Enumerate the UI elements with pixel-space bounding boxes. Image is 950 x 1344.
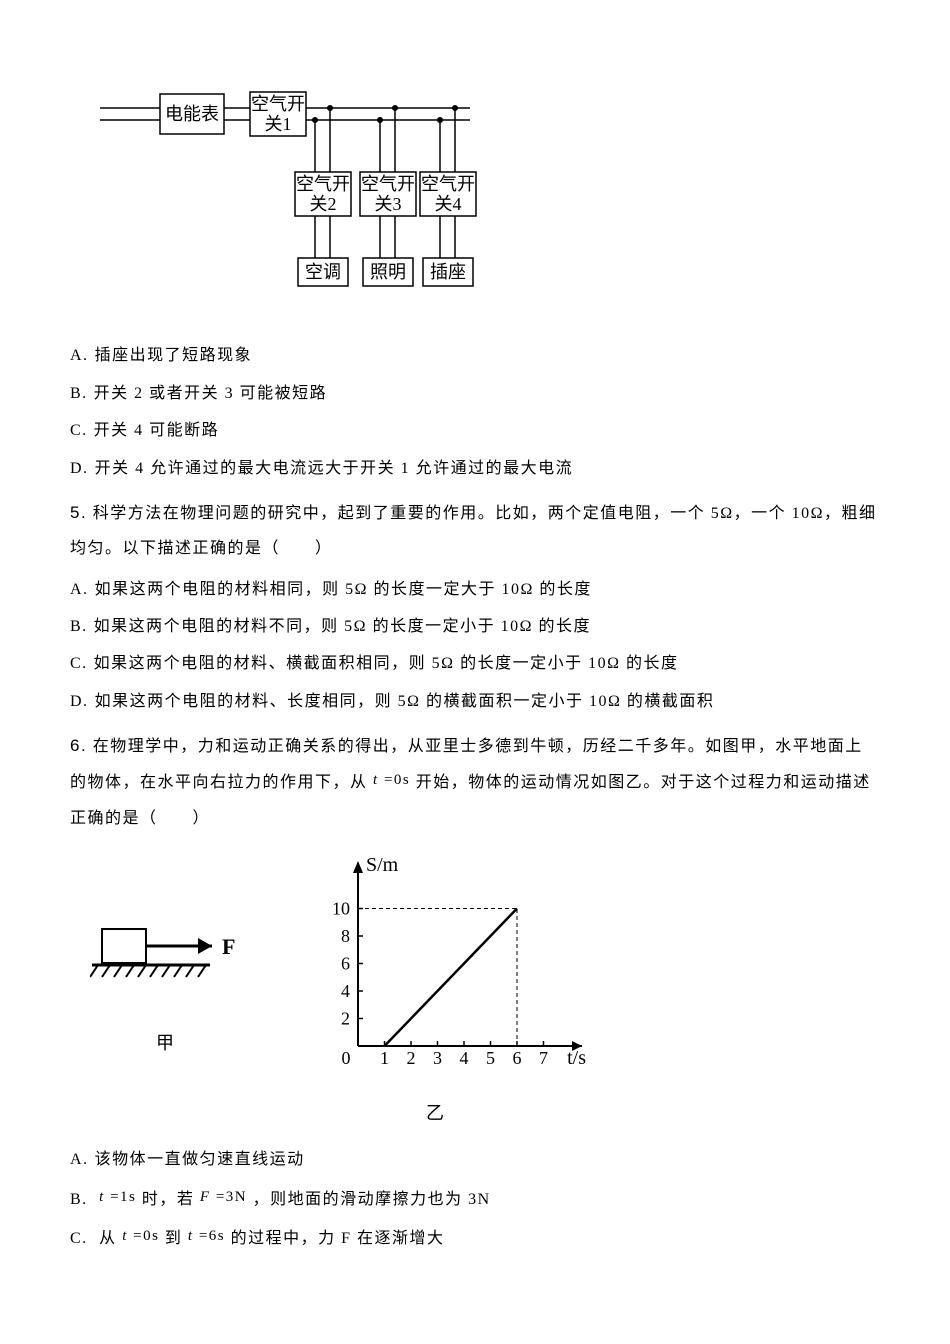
figure-jia-label: 甲 [90, 1026, 240, 1060]
q5-option-c: C.如果这两个电阻的材料、横截面积相同，则 5Ω 的长度一定小于 10Ω 的长度 [70, 649, 880, 679]
figure-yi: 24681012345670S/mt/s 乙 [310, 851, 590, 1131]
svg-text:电能表: 电能表 [165, 104, 219, 124]
figure-yi-label: 乙 [280, 1096, 590, 1130]
q4-option-b: B.开关 2 或者开关 3 可能被短路 [70, 379, 880, 409]
q4-option-a: A.插座出现了短路现象 [70, 341, 880, 371]
svg-text:4: 4 [460, 1048, 469, 1068]
svg-text:4: 4 [341, 981, 350, 1001]
svg-text:t/s: t/s [567, 1047, 586, 1069]
svg-text:2: 2 [407, 1048, 416, 1068]
svg-text:5: 5 [486, 1048, 495, 1068]
svg-text:10: 10 [332, 898, 350, 918]
svg-text:空气开: 空气开 [296, 174, 350, 194]
svg-text:1: 1 [380, 1048, 389, 1068]
q4-option-c: C.开关 4 可能断路 [70, 416, 880, 446]
svg-text:0: 0 [342, 1048, 351, 1068]
svg-text:6: 6 [341, 953, 350, 973]
svg-text:7: 7 [539, 1048, 548, 1068]
q5-option-d: D.如果这两个电阻的材料、长度相同，则 5Ω 的横截面积一定小于 10Ω 的横截… [70, 687, 880, 717]
svg-text:空气开: 空气开 [251, 94, 305, 114]
circuit-diagram: 电能表 空气开关1 空气开关2 空气开关3 空气开关4 空调 照明 插座 [100, 80, 880, 321]
q6-option-a: A.该物体一直做匀速直线运动 [70, 1145, 880, 1175]
q6-option-b: B. t =1s 时，若 F =3N ，则地面的滑动摩擦力也为 3N [70, 1183, 880, 1215]
svg-text:S/m: S/m [366, 854, 399, 876]
svg-text:空气开: 空气开 [421, 174, 475, 194]
svg-text:2: 2 [341, 1008, 350, 1028]
svg-text:空调: 空调 [305, 262, 341, 282]
q5-stem: 5. 科学方法在物理问题的研究中，起到了重要的作用。比如，两个定值电阻，一个 5… [70, 494, 880, 567]
circuit-svg: 电能表 空气开关1 空气开关2 空气开关3 空气开关4 空调 照明 插座 [100, 80, 480, 310]
svg-text:F: F [222, 934, 235, 959]
svg-text:关1: 关1 [265, 114, 292, 134]
q4-option-d: D.开关 4 允许通过的最大电流远大于开关 1 允许通过的最大电流 [70, 454, 880, 484]
svg-text:照明: 照明 [370, 262, 406, 282]
svg-text:插座: 插座 [430, 262, 466, 282]
svg-text:6: 6 [513, 1048, 522, 1068]
q6-stem: 6. 在物理学中，力和运动正确关系的得出，从亚里士多德到牛顿，历经二千多年。如图… [70, 727, 880, 836]
svg-text:关4: 关4 [435, 194, 462, 214]
figure-jia: F 甲 [90, 921, 240, 1061]
svg-text:关3: 关3 [375, 194, 402, 214]
svg-text:空气开: 空气开 [361, 174, 415, 194]
svg-text:关2: 关2 [310, 194, 337, 214]
svg-text:8: 8 [341, 926, 350, 946]
q6-option-c: C. 从 t =0s 到 t =6s 的过程中，力 F 在逐渐增大 [70, 1222, 880, 1254]
q5-option-a: A.如果这两个电阻的材料相同，则 5Ω 的长度一定大于 10Ω 的长度 [70, 575, 880, 605]
svg-text:3: 3 [433, 1048, 442, 1068]
q5-option-b: B.如果这两个电阻的材料不同，则 5Ω 的长度一定小于 10Ω 的长度 [70, 612, 880, 642]
q6-figures: F 甲 24681012345670S/mt/s 乙 [90, 851, 880, 1131]
